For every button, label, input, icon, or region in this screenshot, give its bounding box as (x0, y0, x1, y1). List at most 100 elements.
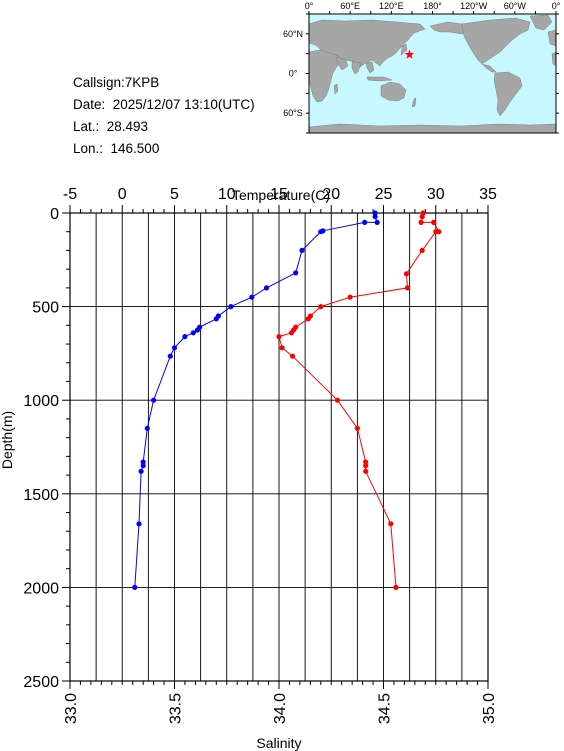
map-lat-labels: 60°N 0° 60°S (283, 29, 303, 118)
depth-tick-label: 2500 (23, 674, 59, 691)
map-lon-label: 120°W (460, 1, 488, 11)
bottom-axis-title: Salinity (256, 735, 301, 751)
map-land (308, 14, 557, 134)
land-central-america (481, 63, 497, 73)
top-axis-title: Temperature(C) (232, 187, 330, 203)
data-point (290, 353, 296, 359)
data-point (363, 463, 369, 469)
temperature-tick-label: 5 (170, 186, 179, 203)
data-point (279, 345, 285, 351)
land-south-america (493, 71, 523, 117)
data-point (132, 584, 138, 591)
temperature-tick-label: 0 (118, 186, 127, 203)
data-point (363, 459, 369, 465)
data-point (347, 294, 353, 300)
land-indonesia (366, 76, 393, 82)
lat-label: Lat.: 28.493 (73, 119, 149, 134)
land-arabia (335, 56, 349, 71)
temperature-tick-label: 35 (479, 186, 497, 203)
data-point (354, 425, 360, 431)
data-point (403, 271, 410, 277)
depth-tick-label: 0 (50, 206, 59, 223)
data-point (318, 229, 324, 235)
salinity-tick-label: 34.5 (377, 693, 394, 724)
lon-label: Lon.: 146.500 (73, 141, 160, 156)
data-point (136, 521, 142, 527)
land-australia (380, 81, 407, 102)
map-lat-label: 60°S (283, 108, 303, 118)
data-point (433, 229, 439, 235)
data-point (213, 316, 219, 322)
depth-tick-label: 2000 (23, 580, 59, 597)
data-point (140, 463, 146, 469)
map-lon-label: 0° (552, 1, 561, 11)
map-lon-labels: 0° 60°E 120°E 180° 120°W 60°W 0° (305, 1, 561, 11)
data-point (363, 468, 369, 474)
map-lon-label: 60°W (504, 1, 527, 11)
temperature-tick-label: 10 (218, 186, 236, 203)
temperature-tick-label: 30 (427, 186, 445, 203)
data-point (372, 210, 378, 216)
map-lon-label: 60°E (340, 1, 360, 11)
data-point (140, 459, 146, 465)
data-point (418, 219, 424, 225)
chart-grid (70, 213, 488, 681)
star-icon (404, 49, 415, 59)
temperature-tick-label: 20 (322, 186, 340, 203)
series-layer (132, 210, 442, 591)
chart-ticks (62, 205, 489, 689)
data-point (263, 285, 270, 291)
salinity-tick-label: 33.5 (168, 693, 185, 724)
data-point (144, 425, 150, 431)
depth-tick-label: 1000 (23, 393, 59, 410)
map-lat-label: 60°N (283, 29, 303, 39)
data-point (419, 247, 425, 253)
data-point (419, 214, 425, 220)
salinity-tick-label: 33.0 (63, 693, 80, 724)
world-map: 0° 60°E 120°E 180° 120°W 60°W 0° 60°N 0° 60°S (283, 1, 561, 134)
data-point (167, 353, 173, 359)
map-lon-label: 120°E (379, 1, 404, 11)
land-africa (308, 49, 341, 103)
data-point (288, 330, 295, 336)
data-point (318, 304, 324, 310)
data-point (228, 304, 234, 310)
map-lon-label: 180° (423, 1, 442, 11)
map-ticks (306, 11, 559, 134)
data-point (190, 330, 196, 336)
temperature-tick-labels: -5 0 5 10 15 20 25 30 35 (63, 186, 497, 203)
depth-tick-label: 1500 (23, 487, 59, 504)
data-point (305, 316, 311, 322)
land-antarctica (308, 123, 557, 134)
date-label: Date: 2025/12/07 13:10(UTC) (73, 97, 255, 112)
data-point (393, 584, 399, 591)
callsign-label: Callsign:7KPB (73, 75, 160, 90)
temperature-tick-label: 25 (375, 186, 393, 203)
land-new-zealand (411, 97, 417, 108)
land-india (351, 60, 362, 75)
data-point (249, 294, 255, 300)
data-point (334, 397, 341, 403)
data-point (372, 214, 378, 220)
data-point (276, 334, 282, 340)
y-axis-title: Depth(m) (0, 411, 15, 469)
map-lat-label: 0° (289, 69, 298, 79)
data-point (362, 219, 368, 225)
land-north-america (461, 17, 531, 65)
map-lon-label: 0° (305, 1, 314, 11)
salinity-tick-labels: 33.0 33.5 34.0 34.5 35.0 (63, 693, 498, 724)
temperature-tick-label: -5 (63, 186, 77, 203)
land-japan (400, 43, 408, 56)
salinity-tick-label: 34.0 (272, 693, 289, 724)
land-greenland (529, 14, 553, 31)
temperature-tick-label: 15 (270, 186, 288, 203)
depth-tick-labels: 0 500 1000 1500 2000 2500 (23, 206, 59, 691)
data-point (182, 334, 188, 340)
data-point (431, 219, 437, 225)
depth-tick-label: 500 (32, 300, 59, 317)
data-point (138, 468, 144, 474)
data-point (151, 397, 157, 403)
station-info: Callsign:7KPB Date: 2025/12/07 13:10(UTC… (73, 72, 255, 160)
data-point (374, 219, 380, 225)
